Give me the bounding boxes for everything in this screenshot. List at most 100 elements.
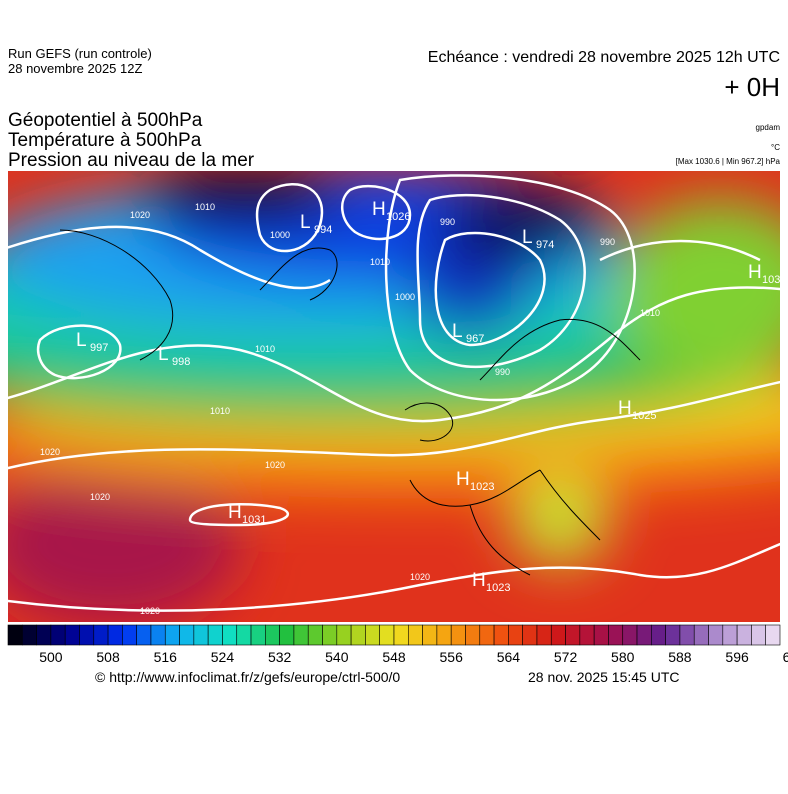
isobar-label: 1020 bbox=[90, 492, 110, 502]
isobar-label: 1020 bbox=[130, 210, 150, 220]
colorbar-swatch bbox=[93, 624, 109, 646]
echeance: Echéance : vendredi 28 novembre 2025 12h… bbox=[428, 49, 780, 66]
title-geopotential: Géopotentiel à 500hPa bbox=[8, 110, 203, 131]
colorbar-swatch bbox=[436, 624, 452, 646]
colorbar-swatch bbox=[279, 624, 295, 646]
center-value: 1031 bbox=[242, 514, 266, 526]
colorbar-swatch bbox=[565, 624, 581, 646]
unit-geopotential: gpdam bbox=[756, 123, 781, 132]
colorbar-tick-label: 580 bbox=[611, 649, 635, 665]
colorbar-swatch bbox=[307, 624, 323, 646]
isobar-label: 1010 bbox=[195, 202, 215, 212]
coastlines bbox=[59, 229, 641, 576]
colorbar-swatch bbox=[265, 624, 280, 646]
colorbar-swatch bbox=[536, 624, 552, 646]
colorbar-swatch bbox=[608, 624, 624, 646]
isobar-label: 1020 bbox=[140, 606, 160, 616]
colorbar-swatch bbox=[64, 624, 80, 646]
isobar-label: 990 bbox=[600, 237, 615, 247]
run-name: Run GEFS (run controle) bbox=[8, 46, 152, 61]
colorbar-tick-label: 500 bbox=[39, 649, 63, 665]
colorbar-swatch bbox=[365, 624, 381, 646]
center-value: 1026 bbox=[386, 211, 410, 223]
colorbar-swatch bbox=[222, 624, 238, 646]
colorbar-swatch bbox=[36, 624, 52, 646]
colorbar-swatch bbox=[465, 624, 481, 646]
isobar-label: 990 bbox=[495, 367, 510, 377]
map bbox=[8, 171, 780, 622]
isobars bbox=[8, 174, 780, 612]
run-date: 28 novembre 2025 12Z bbox=[8, 61, 142, 76]
colorbar-swatch bbox=[651, 624, 666, 646]
isobar-label: 1010 bbox=[255, 344, 275, 354]
colorbar-swatch bbox=[236, 624, 252, 646]
colorbar-swatch bbox=[350, 624, 366, 646]
isobar-label: 990 bbox=[440, 217, 455, 227]
colorbar-swatch bbox=[393, 624, 409, 646]
colorbar-tick-label: 548 bbox=[382, 649, 406, 665]
isobar-label: 1000 bbox=[395, 292, 415, 302]
colorbar: 500 508 516 524 532 540 548 556 564 572 580 588 596 6… bbox=[7, 624, 788, 665]
colorbar-swatch bbox=[79, 624, 95, 646]
colorbar-swatch bbox=[293, 624, 309, 646]
colorbar-swatch bbox=[550, 624, 566, 646]
center-letter: L bbox=[300, 212, 311, 233]
center-value: 967 bbox=[466, 333, 484, 345]
isobar-label: 1010 bbox=[640, 308, 660, 318]
colorbar-swatch bbox=[593, 624, 609, 646]
colorbar-swatch bbox=[665, 624, 681, 646]
colorbar-swatch bbox=[693, 624, 709, 646]
colorbar-tick-label: 508 bbox=[96, 649, 120, 665]
colorbar-swatch bbox=[50, 624, 66, 646]
colorbar-tick-label: 540 bbox=[325, 649, 349, 665]
colorbar-swatch bbox=[422, 624, 438, 646]
isobar-label: 1000 bbox=[270, 230, 290, 240]
center-letter: L bbox=[452, 321, 463, 342]
colorbar-swatch bbox=[508, 624, 523, 646]
center-letter: L bbox=[158, 344, 169, 365]
colorbar-swatch bbox=[179, 624, 195, 646]
isobar-label: 1010 bbox=[210, 406, 230, 416]
center-value: 103 bbox=[762, 274, 780, 286]
center-letter: H bbox=[748, 262, 762, 283]
isobar-label: 1020 bbox=[40, 447, 60, 457]
colorbar-swatch bbox=[107, 624, 123, 646]
colorbar-swatch bbox=[407, 624, 423, 646]
colorbar-swatch bbox=[21, 624, 37, 646]
isobar-labels: 1020 1010 1000 1010 990 990 1010 1010 1020 1020 10… bbox=[40, 202, 660, 616]
center-letter: H bbox=[472, 570, 486, 591]
colorbar-swatch bbox=[736, 624, 752, 646]
colorbar-tick-label: 604 bbox=[783, 649, 788, 665]
title-pressure: Pression au niveau de la mer bbox=[8, 150, 255, 171]
colorbar-swatch bbox=[679, 624, 695, 646]
isobar-label: 1020 bbox=[410, 572, 430, 582]
lead-time: + 0H bbox=[724, 72, 780, 102]
isobar-label: 1010 bbox=[370, 257, 390, 267]
center-value: 1023 bbox=[470, 481, 494, 493]
source-url: © http://www.infoclimat.fr/z/gefs/europe… bbox=[95, 669, 400, 685]
colorbar-swatch bbox=[493, 624, 509, 646]
colorbar-swatch bbox=[150, 624, 166, 646]
generated-time: 28 nov. 2025 15:45 UTC bbox=[528, 669, 680, 685]
center-letter: H bbox=[228, 502, 242, 523]
center-letter: H bbox=[618, 398, 632, 419]
center-value: 998 bbox=[172, 356, 190, 368]
center-value: 1023 bbox=[486, 582, 510, 594]
colorbar-swatch bbox=[122, 624, 137, 646]
colorbar-swatch bbox=[622, 624, 638, 646]
colorbar-swatch bbox=[207, 624, 223, 646]
unit-temperature: °C bbox=[771, 143, 780, 152]
colorbar-swatch bbox=[450, 624, 466, 646]
isobar-label: 1020 bbox=[265, 460, 285, 470]
colorbar-swatch bbox=[7, 624, 23, 646]
title-temperature: Température à 500hPa bbox=[8, 130, 202, 151]
colorbar-swatch bbox=[522, 624, 538, 646]
colorbar-swatch bbox=[136, 624, 152, 646]
colorbar-swatch bbox=[379, 624, 395, 646]
colorbar-swatch bbox=[322, 624, 338, 646]
colorbar-tick-label: 564 bbox=[497, 649, 521, 665]
colorbar-swatch bbox=[193, 624, 209, 646]
colorbar-swatch bbox=[751, 624, 767, 646]
